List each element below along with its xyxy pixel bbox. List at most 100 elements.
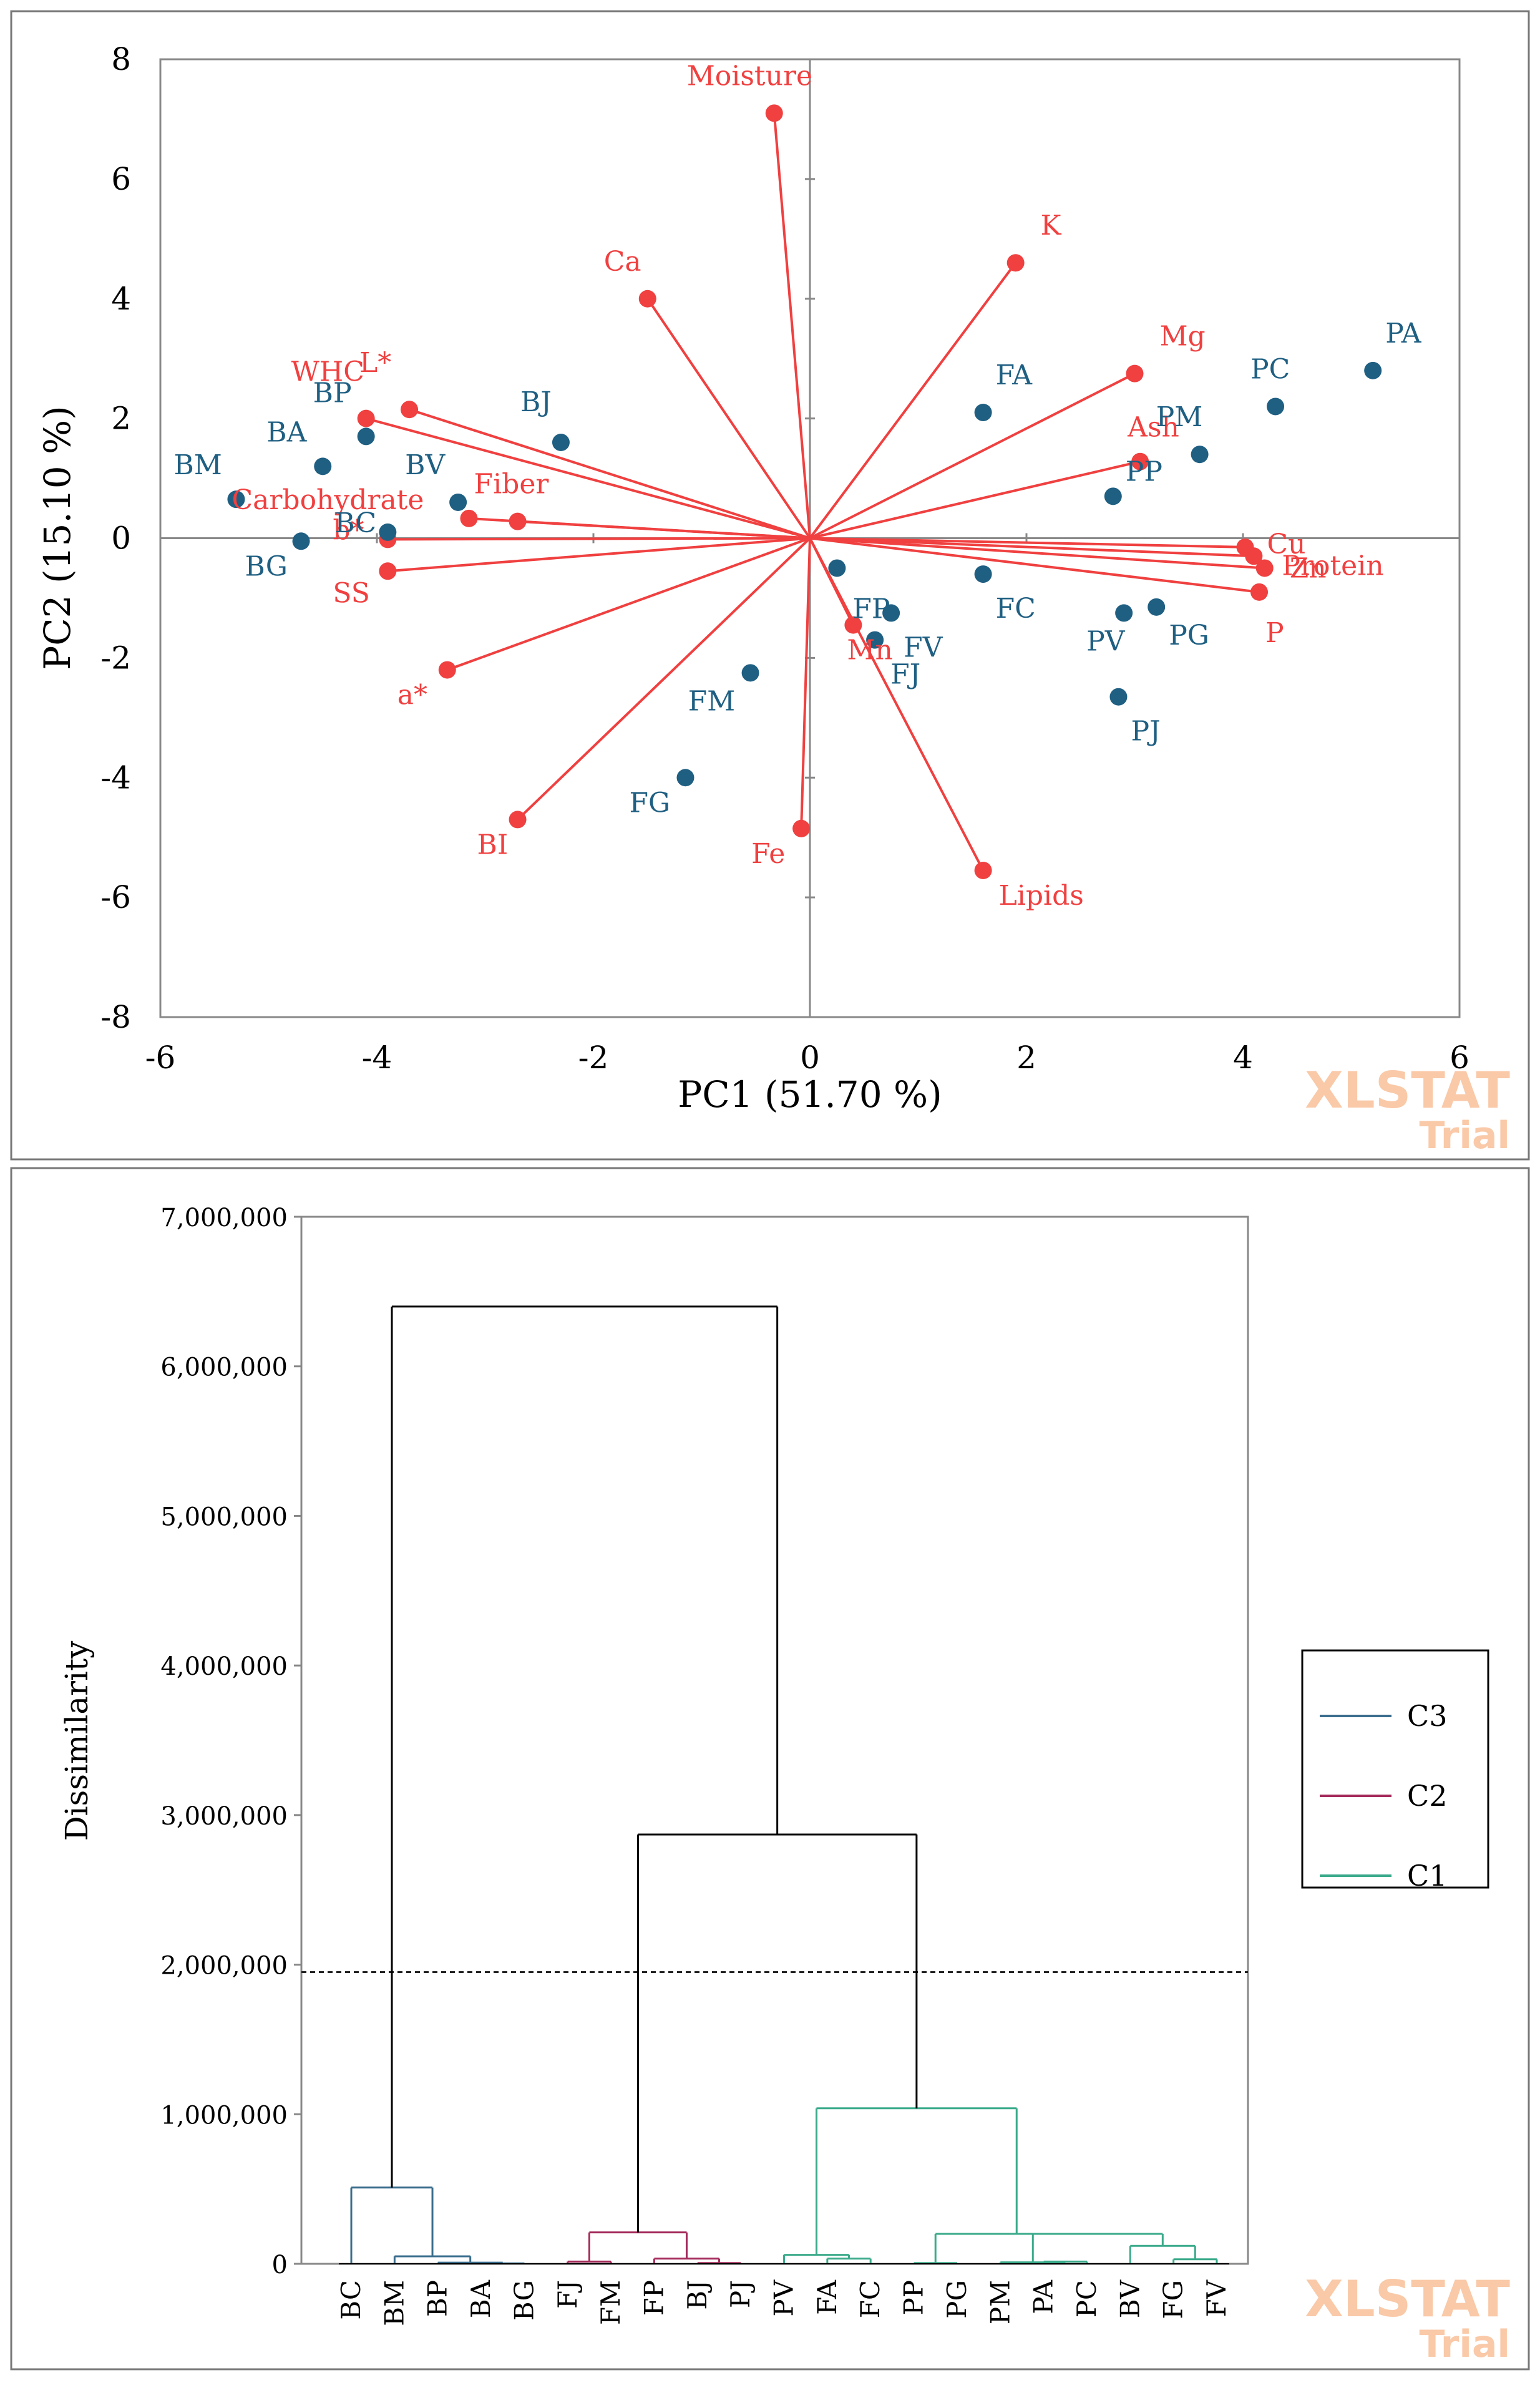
- variable-vectors: [357, 104, 1274, 879]
- legend-label-c3: C3: [1407, 1699, 1447, 1733]
- variable-label-p: P: [1265, 617, 1284, 649]
- y-tick-label: 0: [111, 520, 131, 557]
- vector-tip-ash: [1131, 452, 1149, 470]
- observation-bm: [227, 490, 245, 509]
- observation-label-bg: BG: [245, 550, 288, 582]
- leaf-label-pv: PV: [769, 2279, 799, 2316]
- leaf-label-pp: PP: [899, 2280, 929, 2316]
- leaf-label-fg: FG: [1158, 2280, 1189, 2319]
- vector-tip-bi: [509, 811, 527, 829]
- y-tick-label: -6: [100, 879, 131, 915]
- observation-bc: [379, 523, 397, 541]
- vector-moisture: [772, 113, 811, 538]
- observation-pm: [1191, 446, 1209, 464]
- vector-p: [809, 537, 1260, 593]
- observation-fg: [676, 769, 694, 787]
- y-tick-label: 1,000,000: [160, 2101, 288, 2130]
- observation-bv: [449, 493, 467, 511]
- leaf-label-bj: BJ: [682, 2280, 713, 2310]
- legend-box: [1301, 1649, 1489, 1889]
- observation-points: [227, 361, 1382, 787]
- observation-label-bv: BV: [405, 449, 446, 481]
- variable-label-carbohydrate: Carbohydrate: [231, 484, 424, 516]
- x-tick-label: -6: [145, 1040, 176, 1076]
- vector-tip-lipids: [974, 861, 992, 879]
- observation-pa: [1364, 361, 1382, 379]
- observation-fp: [828, 559, 846, 577]
- vector-whc: [366, 417, 811, 540]
- observation-label-bm: BM: [173, 449, 222, 481]
- y-axis-label: PC2 (15.10 %): [36, 406, 79, 670]
- leaf-label-fm: FM: [595, 2280, 626, 2325]
- panel-frame: [10, 1167, 1530, 2371]
- observation-label-fg: FG: [629, 787, 670, 819]
- leaf-label-bp: BP: [422, 2280, 453, 2317]
- y-tick-label: 7,000,000: [160, 1204, 288, 1232]
- x-axis-label: PC1 (51.70 %): [678, 1073, 942, 1116]
- observation-fv: [882, 604, 900, 622]
- observation-pc: [1267, 397, 1285, 416]
- vector-tip-l: [401, 401, 419, 419]
- pca-biplot-panel: -6 -4 -2 0 2 4 6 8 6 4 2 0 -2 -4 -6 -8 Moisture K Ca Mg Ash…: [10, 10, 1530, 1161]
- leaf-label-fa: FA: [812, 2279, 842, 2314]
- observation-pj: [1109, 688, 1128, 706]
- leaf-label-pa: PA: [1028, 2279, 1059, 2314]
- variable-label-k: K: [1041, 210, 1062, 241]
- leaf-label-pm: PM: [985, 2280, 1015, 2324]
- y-tick-label: 4,000,000: [160, 1652, 288, 1681]
- vector-tip-p: [1250, 583, 1269, 601]
- vector-tip-protein: [1245, 547, 1263, 565]
- leaf-label-bg: BG: [509, 2280, 539, 2321]
- observation-label-bj: BJ: [520, 386, 552, 418]
- y-tick-label: -2: [100, 640, 131, 676]
- vector-fe: [800, 538, 811, 829]
- watermark-brand: XLSTAT: [1305, 2270, 1510, 2328]
- leaf-label-fj: FJ: [552, 2280, 583, 2309]
- y-tick-label: 0: [272, 2251, 288, 2279]
- vector-tip-ss: [379, 562, 397, 580]
- observation-bp: [357, 427, 375, 446]
- y-tick-label: 2,000,000: [160, 1952, 288, 1981]
- x-tick-label: 0: [800, 1040, 820, 1076]
- watermark-brand: XLSTAT: [1305, 1061, 1510, 1119]
- leaf-label-fp: FP: [638, 2280, 669, 2316]
- variable-label-ash: Ash: [1127, 412, 1179, 444]
- vector-ca: [646, 298, 811, 539]
- observation-ba: [314, 457, 332, 475]
- observation-label-pa: PA: [1385, 318, 1422, 349]
- observation-fj: [866, 631, 884, 649]
- vector-tip-moisture: [765, 104, 783, 122]
- leaf-label-ba: BA: [465, 2279, 496, 2318]
- vector-a: [447, 537, 811, 671]
- observation-label-ba: BA: [266, 416, 307, 448]
- x-tick-label: -2: [578, 1040, 609, 1076]
- y-tick-label: 6,000,000: [160, 1353, 288, 1382]
- vector-l: [409, 408, 811, 540]
- x-tick-label: 2: [1016, 1040, 1036, 1076]
- y-tick-label: -4: [100, 759, 131, 796]
- vector-protein: [809, 537, 1254, 558]
- observation-label-fa: FA: [996, 359, 1033, 391]
- leaf-label-fc: FC: [855, 2280, 885, 2318]
- axes: 0 1,000,000 2,000,000 3,000,000 4,000,000 5,0…: [160, 1204, 301, 2279]
- y-tick-label: 3,000,000: [160, 1802, 288, 1831]
- observation-label-fj: FJ: [890, 659, 920, 691]
- observation-pv: [1115, 604, 1133, 622]
- observation-pp: [1104, 487, 1122, 505]
- observation-label-pm: PM: [1156, 401, 1203, 433]
- legend-label-c1: C1: [1407, 1859, 1447, 1893]
- observation-fa: [974, 404, 992, 422]
- vector-bi: [517, 537, 811, 821]
- vector-tip-k: [1006, 254, 1025, 272]
- leaf-label-bc: BC: [336, 2280, 366, 2320]
- panel-frame: [10, 10, 1530, 1161]
- observation-label-pj: PJ: [1131, 716, 1160, 748]
- watermark-sub: Trial: [1419, 1114, 1510, 1157]
- leaf-label-fv: FV: [1201, 2279, 1232, 2317]
- watermark-sub: Trial: [1419, 2322, 1510, 2366]
- vector-tip-a: [438, 661, 456, 679]
- observation-bj: [552, 434, 570, 451]
- vector-tip-ca: [638, 290, 656, 308]
- variable-label-bi: BI: [477, 829, 509, 860]
